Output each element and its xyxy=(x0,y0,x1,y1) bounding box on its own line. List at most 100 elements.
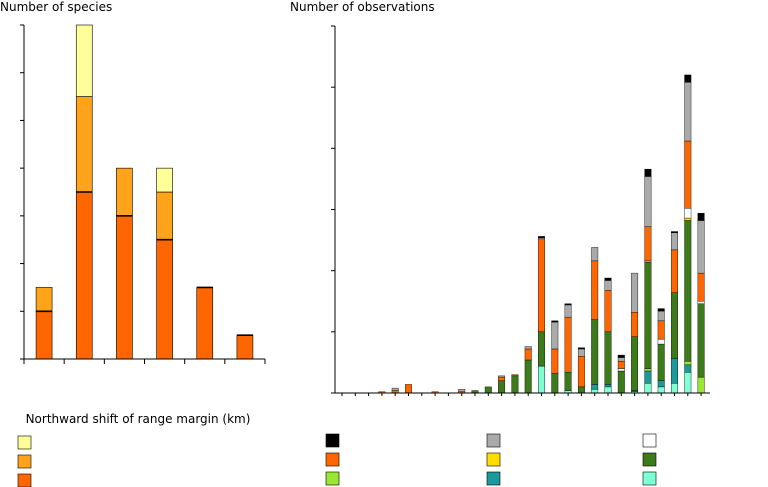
bar-2007-crocothemis-erythraea xyxy=(697,303,705,378)
bar-2001-lestes-barbarus xyxy=(617,360,625,369)
bar-2007-lestes-barbarus xyxy=(697,272,705,302)
species-shift-chart: Number of species Northward shift of ran… xyxy=(0,0,266,426)
bar-1996-sympetrum-meridionale xyxy=(551,320,559,323)
bar-0-50-ubiquitous-species-hatched xyxy=(75,96,93,193)
bar-2000-aeschna-affinis xyxy=(604,386,612,394)
bar-2006-hemianax-ephippiger xyxy=(684,217,692,221)
bar-2006-lestes-barbarus xyxy=(684,140,692,209)
bar-1999-aeschna-affinis xyxy=(591,389,599,394)
bar-1997-crocothemis-erythraea xyxy=(564,372,572,391)
legend-swatch-aeschna-affinis xyxy=(642,471,657,486)
bar-1997-sympetrum-meridionale xyxy=(564,303,572,306)
bar-1998-lestes-barbarus xyxy=(577,356,585,388)
bar-2007-sympetrum-fonscolombii xyxy=(697,220,705,274)
bar-1996-lestes-barbarus xyxy=(551,348,559,374)
bar-2002-sympetrum-fonscolombii xyxy=(631,272,639,313)
bar-1997-lestes-barbarus xyxy=(564,316,572,373)
bar-1998-sympetrum-meridionale xyxy=(577,347,585,350)
left-axes xyxy=(20,24,266,364)
bar-1991-crocothemis-erythraea xyxy=(484,386,492,394)
bar-2003-aeschna-affinis xyxy=(644,383,652,394)
left-bars xyxy=(35,24,254,360)
bar-1989-sympetrum-fonscolombii xyxy=(458,389,466,392)
bar-2005-crocothemis-erythraea xyxy=(671,292,678,359)
bar-2000-lestes-barbarus xyxy=(604,290,612,333)
bar-2004-crocothemis-erythraea xyxy=(657,343,665,381)
left-legend xyxy=(17,435,32,487)
right-bars xyxy=(378,74,705,394)
bar-2007-sympetrum-meridionale xyxy=(697,212,705,221)
bar-2003-sympetrum-fonscolombii xyxy=(644,176,652,227)
bar-1999-lestes-barbarus xyxy=(591,260,599,320)
bar-1992-lestes-barbarus xyxy=(498,376,506,381)
bar-2005-anax-partenope xyxy=(671,358,678,384)
legend-swatch-lestes-barbarus xyxy=(325,452,340,467)
bar-1995-aeschna-affinis xyxy=(538,365,545,394)
legend-swatch-coenagrion-scitulum xyxy=(325,471,340,486)
bar-1994-lestes-barbarus xyxy=(524,348,532,361)
right-y-axis-title: Number of observations xyxy=(290,0,435,14)
bar-1993-crocothemis-erythraea xyxy=(511,375,519,394)
legend-swatch-hemianax-ephippiger xyxy=(486,452,501,467)
bar-2001-sympetrum-meridionale xyxy=(617,354,625,358)
bar-2003-coenagrion-scitulum xyxy=(644,368,652,372)
bar-2004-sympetrum-fonscolombii xyxy=(657,310,665,322)
bar-2006-coenagrion-scitulum xyxy=(684,360,692,366)
bar-1985-lestes-barbarus xyxy=(405,384,412,394)
bar-0-50-northern-species xyxy=(75,24,93,97)
bar-1999-sympetrum-fonscolombii xyxy=(591,247,599,262)
right-axes xyxy=(331,25,710,396)
observations-chart: Number of observations xyxy=(290,0,710,396)
bar-1993-lestes-barbarus xyxy=(511,374,519,377)
bar-2003-lestes-barbarus xyxy=(644,226,652,262)
bar-2004-aeschna-affinis xyxy=(657,386,665,394)
bar-2004-lestes-barbarus xyxy=(657,320,665,340)
bar-50-100-southern-species xyxy=(116,215,133,360)
bar-1996-sympetrum-fonscolombii xyxy=(551,321,559,350)
left-x-axis-title: Northward shift of range margin (km) xyxy=(26,412,251,426)
bar-2004-orthetrum-brunneum xyxy=(657,338,665,345)
bar-2004-sympetrum-meridionale xyxy=(657,308,665,312)
bar-1992-sympetrum-fonscolombii xyxy=(498,375,506,378)
bar-1999-anax-partenope xyxy=(591,384,599,390)
bar-2005-sympetrum-fonscolombii xyxy=(671,232,678,251)
bar-2001-sympetrum-fonscolombii xyxy=(617,357,625,362)
bar-1999-crocothemis-erythraea xyxy=(591,319,599,385)
bar-1995-crocothemis-erythraea xyxy=(538,331,545,367)
bar-2004-anax-partenope xyxy=(657,380,665,388)
legend-swatch-northern-species xyxy=(17,435,32,450)
legend-swatch-ubiquitous-species-hatched xyxy=(17,454,32,469)
legend-swatch-anax-partenope xyxy=(486,471,501,486)
legend-swatch-crocothemis-erythraea xyxy=(642,452,657,467)
bar-2000-sympetrum-meridionale xyxy=(604,277,612,281)
bar-0-50-southern-species xyxy=(75,191,93,360)
bar-2006-anax-partenope xyxy=(684,364,692,373)
bar-0-southern-species xyxy=(35,310,53,360)
legend-swatch-orthetrum-brunneum xyxy=(642,433,657,448)
bar-2005-aeschna-affinis xyxy=(671,383,678,394)
bar-2003-sympetrum-meridionale xyxy=(644,168,652,177)
bar-1995-lestes-barbarus xyxy=(538,238,545,333)
bar-2007-orthetrum-brunneum xyxy=(697,301,705,304)
bar-100-150-ubiquitous-species-hatched xyxy=(156,191,173,241)
bar-1998-sympetrum-fonscolombii xyxy=(577,348,585,357)
bar-1996-crocothemis-erythraea xyxy=(551,373,559,394)
bar-1998-crocothemis-erythraea xyxy=(577,386,585,394)
bar-1994-crocothemis-erythraea xyxy=(524,359,532,394)
bar-2006-aeschna-affinis xyxy=(684,372,692,394)
bar-150-200-southern-species xyxy=(196,287,214,360)
bar-100-150-northern-species xyxy=(156,167,173,193)
bar-2005-lestes-barbarus xyxy=(671,249,678,293)
legend-swatch-sympetrum-meridionale xyxy=(325,433,340,448)
bar-2006-orthetrum-brunneum xyxy=(684,208,692,219)
bar-1994-sympetrum-fonscolombii xyxy=(524,346,532,350)
left-y-axis-title: Number of species xyxy=(0,0,112,14)
bar-1995-sympetrum-meridionale xyxy=(538,236,545,238)
legend-swatch-southern-species xyxy=(17,473,32,487)
bar-50-100-ubiquitous-species-hatched xyxy=(116,167,133,217)
bar-2005-sympetrum-meridionale xyxy=(671,231,678,233)
legend-swatch-sympetrum-fonscolombii xyxy=(486,433,501,448)
bar-2003-anax-partenope xyxy=(644,370,652,384)
bar-2001-crocothemis-erythraea xyxy=(617,370,625,394)
